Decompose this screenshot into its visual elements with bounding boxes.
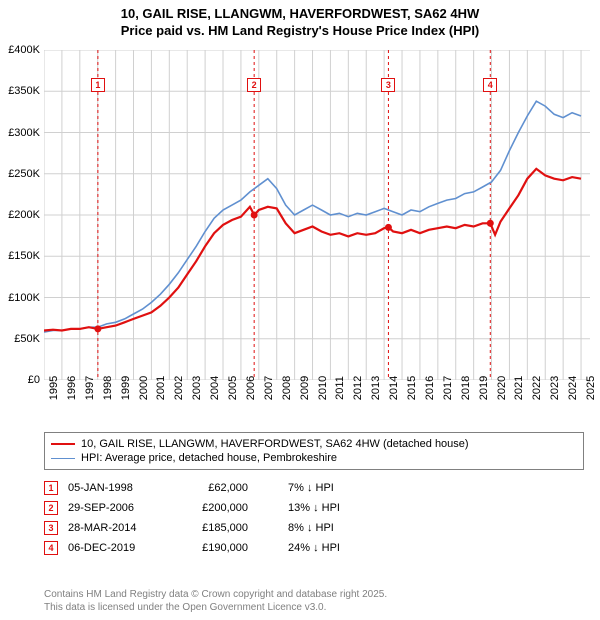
x-tick-label: 1997	[84, 376, 96, 400]
title-line-1: 10, GAIL RISE, LLANGWM, HAVERFORDWEST, S…	[0, 6, 600, 23]
sale-price: £185,000	[188, 522, 278, 534]
x-axis-labels: 1995199619971998199920002001200220032004…	[44, 384, 590, 434]
sale-marker-box: 4	[483, 78, 497, 92]
sale-price: £190,000	[188, 542, 278, 554]
y-tick-label: £300K	[8, 127, 40, 139]
y-tick-label: £400K	[8, 44, 40, 56]
sale-pct-vs-hpi: 13% ↓ HPI	[288, 502, 418, 514]
sale-row-marker: 3	[44, 521, 58, 535]
sale-pct-vs-hpi: 8% ↓ HPI	[288, 522, 418, 534]
x-tick-label: 2013	[370, 376, 382, 400]
x-tick-label: 2014	[388, 376, 400, 400]
x-tick-label: 2010	[317, 376, 329, 400]
x-tick-label: 2006	[245, 376, 257, 400]
y-tick-label: £100K	[8, 292, 40, 304]
x-tick-label: 2021	[513, 376, 525, 400]
x-tick-label: 1996	[66, 376, 78, 400]
x-tick-label: 2009	[299, 376, 311, 400]
x-tick-label: 2011	[334, 376, 346, 400]
attribution-line-2: This data is licensed under the Open Gov…	[44, 601, 584, 614]
y-axis-labels: £0£50K£100K£150K£200K£250K£300K£350K£400…	[0, 50, 44, 380]
legend-label: 10, GAIL RISE, LLANGWM, HAVERFORDWEST, S…	[81, 438, 469, 450]
y-tick-label: £50K	[14, 333, 40, 345]
x-tick-label: 2001	[155, 376, 167, 400]
legend-label: HPI: Average price, detached house, Pemb…	[81, 452, 337, 464]
x-tick-label: 2022	[531, 376, 543, 400]
sale-row: 4 06-DEC-2019 £190,000 24% ↓ HPI	[44, 538, 584, 558]
legend-swatch	[51, 443, 75, 445]
sale-marker-box: 1	[91, 78, 105, 92]
y-tick-label: £250K	[8, 168, 40, 180]
x-tick-label: 2018	[460, 376, 472, 400]
sale-row: 1 05-JAN-1998 £62,000 7% ↓ HPI	[44, 478, 584, 498]
legend-swatch	[51, 458, 75, 459]
x-tick-label: 2008	[281, 376, 293, 400]
y-tick-label: £150K	[8, 250, 40, 262]
x-tick-label: 2017	[442, 376, 454, 400]
chart-title: 10, GAIL RISE, LLANGWM, HAVERFORDWEST, S…	[0, 0, 600, 40]
attribution-line-1: Contains HM Land Registry data © Crown c…	[44, 588, 584, 601]
y-tick-label: £350K	[8, 85, 40, 97]
sale-pct-vs-hpi: 24% ↓ HPI	[288, 542, 418, 554]
sale-row: 3 28-MAR-2014 £185,000 8% ↓ HPI	[44, 518, 584, 538]
sale-date: 28-MAR-2014	[68, 522, 178, 534]
chart-container: 10, GAIL RISE, LLANGWM, HAVERFORDWEST, S…	[0, 0, 600, 620]
x-tick-label: 2004	[209, 376, 221, 400]
x-tick-label: 2020	[496, 376, 508, 400]
sale-marker-box: 2	[247, 78, 261, 92]
title-line-2: Price paid vs. HM Land Registry's House …	[0, 23, 600, 40]
sale-row-marker: 2	[44, 501, 58, 515]
x-tick-label: 1995	[48, 376, 60, 400]
x-tick-label: 2012	[352, 376, 364, 400]
x-tick-label: 2019	[478, 376, 490, 400]
x-tick-label: 2016	[424, 376, 436, 400]
sale-date: 05-JAN-1998	[68, 482, 178, 494]
x-tick-label: 1998	[102, 376, 114, 400]
x-tick-label: 2025	[585, 376, 597, 400]
x-tick-label: 2023	[549, 376, 561, 400]
plot-area: 1 2 3 4	[44, 50, 590, 380]
legend-row: HPI: Average price, detached house, Pemb…	[51, 451, 577, 465]
sale-row-marker: 1	[44, 481, 58, 495]
legend-row: 10, GAIL RISE, LLANGWM, HAVERFORDWEST, S…	[51, 437, 577, 451]
x-tick-label: 2003	[191, 376, 203, 400]
sales-table: 1 05-JAN-1998 £62,000 7% ↓ HPI 2 29-SEP-2006 £…	[44, 478, 584, 558]
x-tick-label: 2015	[406, 376, 418, 400]
attribution: Contains HM Land Registry data © Crown c…	[44, 588, 584, 614]
legend: 10, GAIL RISE, LLANGWM, HAVERFORDWEST, S…	[44, 432, 584, 470]
x-tick-label: 2024	[567, 376, 579, 400]
x-tick-label: 2000	[138, 376, 150, 400]
sale-row-marker: 4	[44, 541, 58, 555]
sale-pct-vs-hpi: 7% ↓ HPI	[288, 482, 418, 494]
sale-price: £200,000	[188, 502, 278, 514]
sale-price: £62,000	[188, 482, 278, 494]
x-tick-label: 2007	[263, 376, 275, 400]
x-tick-label: 2002	[173, 376, 185, 400]
y-tick-label: £0	[28, 374, 40, 386]
sale-date: 29-SEP-2006	[68, 502, 178, 514]
x-tick-label: 2005	[227, 376, 239, 400]
sale-date: 06-DEC-2019	[68, 542, 178, 554]
y-tick-label: £200K	[8, 209, 40, 221]
chart-svg	[44, 50, 590, 380]
sale-marker-box: 3	[381, 78, 395, 92]
sale-row: 2 29-SEP-2006 £200,000 13% ↓ HPI	[44, 498, 584, 518]
x-tick-label: 1999	[120, 376, 132, 400]
